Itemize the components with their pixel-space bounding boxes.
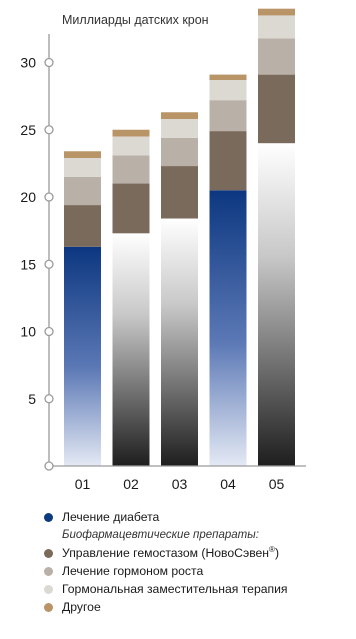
legend-swatch [44,566,53,576]
bar-segment [112,183,150,234]
bar-segment [112,129,150,137]
x-tick-label: 03 [172,476,188,492]
legend-label: Лечение гормоном роста [62,564,204,578]
bar-segment [161,137,198,167]
legend-item: Лечение гормоном роста [44,562,356,580]
legend: Лечение диабета Биофармацевтические препа… [44,508,356,616]
bar-segment [161,218,198,466]
bar-segment [112,136,150,156]
bar-segment [64,246,101,466]
chart: Миллиарды датских крон 5 10 15 20 25 30 01 02 03 0… [20,8,306,492]
bar-segment [209,100,247,132]
bar-segment [161,166,198,219]
legend-note: Биофармацевтические препараты: [62,529,259,541]
y-tick-label: 30 [20,55,36,71]
legend-swatch [44,602,53,612]
bar-segment [209,190,247,466]
legend-item: Другое [44,598,356,616]
y-tick-marker [44,192,54,202]
bar-segment [64,151,101,158]
bar-segment [258,143,295,466]
bar-segment [258,8,295,16]
bar-segment [209,79,247,101]
y-tick-label: 10 [20,324,36,340]
legend-swatch [44,512,53,522]
bar-segment [161,112,198,119]
bar-segment [209,74,247,80]
y-tick-marker [44,394,54,404]
bar-segment [258,38,295,75]
bar-segment [209,131,247,191]
y-tick-label: 15 [20,256,36,272]
x-tick-label: 02 [123,476,139,492]
bar-segment [161,118,198,138]
chart-svg: Миллиарды датских крон 5 10 15 20 25 30 01 02 03 0… [20,8,306,492]
chart-subtitle: Миллиарды датских крон [62,13,209,27]
bar-segment [112,155,150,184]
legend-swatch [44,548,53,558]
x-tick-label: 05 [269,476,285,492]
y-tick-marker [44,326,54,337]
bar-segment [64,176,101,206]
y-tick-marker [44,125,54,135]
y-axis-origin-marker [44,461,54,471]
legend-item: Гормональная заместительная терапия [44,580,356,598]
legend-label: Лечение диабета [62,510,160,524]
bar-segment [64,157,101,177]
legend-label: Другое [62,600,101,614]
bar-segment [112,233,150,466]
bar-segment [258,15,295,39]
legend-swatch [44,584,53,594]
legend-label: Гормональная заместительная терапия [62,582,288,596]
y-tick-marker [44,259,54,269]
legend-item: Лечение диабета [44,508,356,526]
y-tick-label: 25 [20,122,36,138]
y-tick-label: 20 [20,189,36,205]
bar-segment [64,205,101,247]
x-tick-label: 04 [220,476,236,492]
legend-item: Управление гемостазом (НовоСэвен®) [44,544,356,562]
bar-segment [258,74,295,144]
y-tick-label: 5 [28,391,36,407]
y-tick-marker [44,57,54,68]
legend-label: Управление гемостазом (НовоСэвен®) [62,544,280,560]
x-tick-label: 01 [75,476,91,492]
